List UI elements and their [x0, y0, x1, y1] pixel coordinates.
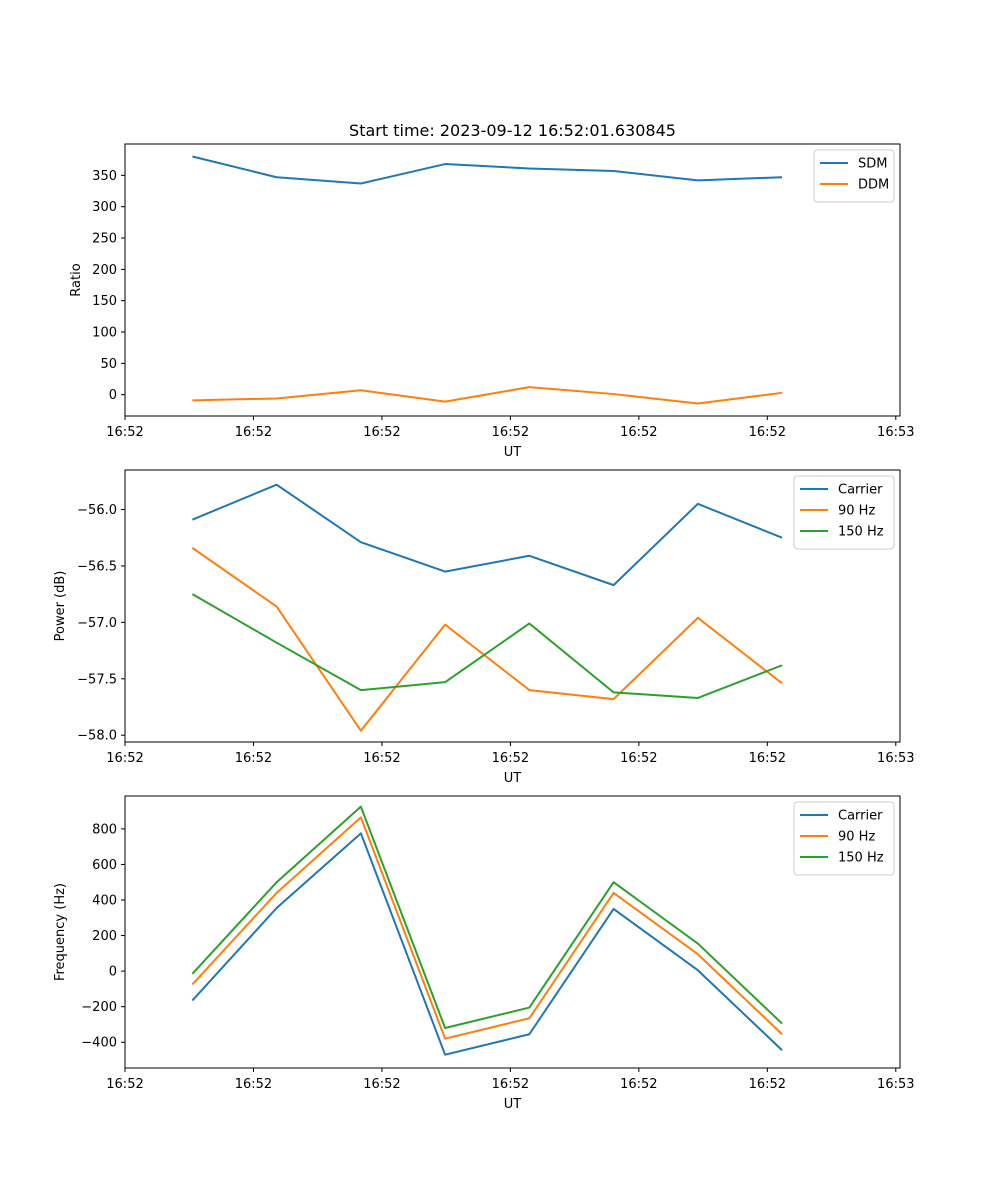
power-x-tick-label: 16:52: [492, 751, 529, 766]
power-x-tick-label: 16:52: [106, 751, 143, 766]
power-legend-label-150-hz: 150 Hz: [838, 525, 884, 540]
power-y-tick-label: −56.5: [77, 559, 117, 574]
power-y-tick-label: −56.0: [77, 503, 117, 518]
ratio-y-tick-label: 0: [109, 388, 117, 403]
ratio-x-tick-label: 16:52: [363, 425, 400, 440]
ratio-panel: 16:52 16:52 16:52 16:52 16:52 16:52 16:53 0 50 10…: [69, 143, 915, 460]
frequency-x-tick-label: 16:52: [620, 1077, 657, 1092]
power-y-tick-label: −58.0: [77, 729, 117, 744]
figure-title: Start time: 2023-09-12 16:52:01.630845: [349, 121, 676, 140]
ratio-y-tick-label: 200: [92, 263, 117, 278]
power-axes-frame: [124, 469, 901, 743]
ratio-x-tick-label: 16:52: [106, 425, 143, 440]
power-y-tick-label: −57.5: [77, 672, 117, 687]
ratio-legend-label-sdm: SDM: [858, 157, 887, 172]
ratio-y-axis-label: Ratio: [69, 263, 84, 296]
frequency-x-tick-label: 16:52: [749, 1077, 786, 1092]
power-panel: 16:52 16:52 16:52 16:52 16:52 16:52 16:53 −58.0…: [53, 469, 915, 786]
frequency-series-90-hz-line: [191, 816, 783, 1040]
ratio-x-tick-label: 16:53: [877, 425, 914, 440]
power-x-tick-label: 16:52: [749, 751, 786, 766]
frequency-y-tick-label: 200: [92, 929, 117, 944]
frequency-legend: Carrier 90 Hz 150 Hz: [793, 801, 895, 876]
ratio-series-sdm-line: [192, 155, 783, 185]
ratio-series-ddm-line: [192, 386, 783, 405]
frequency-series-carrier-line: [191, 832, 783, 1056]
ratio-y-tick-label: 350: [92, 169, 117, 184]
frequency-x-tick-label: 16:52: [235, 1077, 272, 1092]
power-legend: Carrier 90 Hz 150 Hz: [793, 475, 895, 550]
frequency-legend-label-150-hz: 150 Hz: [838, 851, 884, 866]
power-y-tick-label: −57.0: [77, 616, 117, 631]
power-x-tick-label: 16:52: [235, 751, 272, 766]
ratio-legend-label-ddm: DDM: [858, 178, 889, 193]
frequency-x-tick-label: 16:52: [106, 1077, 143, 1092]
power-x-axis-label: UT: [504, 771, 522, 786]
frequency-x-tick-label: 16:52: [492, 1077, 529, 1092]
frequency-y-tick-label: −200: [81, 1000, 117, 1015]
frequency-y-tick-label: 800: [92, 822, 117, 837]
power-series-150-hz-line: [191, 593, 783, 699]
power-x-tick-label: 16:53: [877, 751, 914, 766]
frequency-series-150-hz-line: [191, 805, 783, 1029]
ratio-x-tick-label: 16:52: [749, 425, 786, 440]
frequency-axes-frame: [124, 795, 901, 1069]
ratio-y-tick-label: 100: [92, 326, 117, 341]
frequency-x-tick-label: 16:53: [877, 1077, 914, 1092]
frequency-y-axis-label: Frequency (Hz): [53, 883, 68, 981]
frequency-y-tick-label: 0: [109, 965, 117, 980]
ratio-x-tick-label: 16:52: [235, 425, 272, 440]
power-series-90-hz-line: [191, 547, 783, 732]
ratio-y-tick-label: 150: [92, 294, 117, 309]
ratio-x-tick-label: 16:52: [620, 425, 657, 440]
frequency-legend-label-carrier: Carrier: [838, 809, 883, 824]
frequency-x-tick-label: 16:52: [363, 1077, 400, 1092]
ratio-y-tick-label: 300: [92, 200, 117, 215]
frequency-x-axis-label: UT: [504, 1097, 522, 1112]
power-series-carrier-line: [192, 483, 783, 587]
ratio-axes-frame: [124, 143, 901, 417]
frequency-legend-label-90-hz: 90 Hz: [838, 830, 875, 845]
power-y-axis-label: Power (dB): [53, 571, 68, 642]
power-x-tick-label: 16:52: [620, 751, 657, 766]
power-legend-label-carrier: Carrier: [838, 483, 883, 498]
ratio-x-axis-label: UT: [504, 445, 522, 460]
ratio-y-tick-label: 250: [92, 232, 117, 247]
power-legend-label-90-hz: 90 Hz: [838, 504, 875, 519]
ratio-x-tick-label: 16:52: [492, 425, 529, 440]
frequency-y-tick-label: 400: [92, 894, 117, 909]
frequency-y-tick-label: −400: [81, 1036, 117, 1051]
ratio-y-tick-label: 50: [100, 357, 117, 372]
frequency-y-tick-label: 600: [92, 858, 117, 873]
frequency-panel: 16:52 16:52 16:52 16:52 16:52 16:52 16:53 −400 −…: [53, 795, 915, 1112]
ratio-legend: SDM DDM: [813, 149, 895, 203]
power-x-tick-label: 16:52: [363, 751, 400, 766]
